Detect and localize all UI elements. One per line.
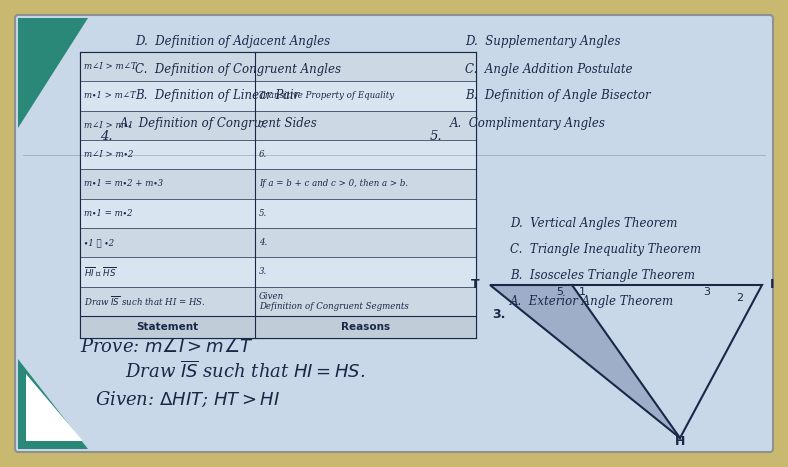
Text: C.  Triangle Inequality Theorem: C. Triangle Inequality Theorem [510, 243, 701, 256]
Text: Prove: $m\angle I > m\angle T$: Prove: $m\angle I > m\angle T$ [80, 338, 254, 356]
FancyBboxPatch shape [80, 170, 476, 198]
Text: D.  Definition of Adjacent Angles: D. Definition of Adjacent Angles [135, 35, 330, 49]
Text: D.  Vertical Angles Theorem: D. Vertical Angles Theorem [510, 217, 678, 230]
Text: 3.: 3. [259, 268, 267, 276]
Text: Draw $\overline{IS}$ such that $HI = HS$.: Draw $\overline{IS}$ such that $HI = HS$… [125, 361, 366, 382]
Text: 6.: 6. [259, 150, 267, 159]
FancyBboxPatch shape [80, 198, 476, 228]
Text: I: I [770, 278, 775, 291]
Polygon shape [18, 359, 88, 449]
Text: $\overline{HI}$ ≅ $\overline{HS}$: $\overline{HI}$ ≅ $\overline{HS}$ [84, 266, 117, 278]
FancyBboxPatch shape [80, 111, 476, 140]
Text: 3: 3 [704, 287, 711, 297]
Text: A.  Complimentary Angles: A. Complimentary Angles [450, 116, 606, 129]
Text: B.  Isosceles Triangle Theorem: B. Isosceles Triangle Theorem [510, 269, 695, 282]
Text: 2: 2 [737, 293, 744, 303]
Text: B.  Definition of Angle Bisector: B. Definition of Angle Bisector [465, 90, 651, 102]
Text: 5.: 5. [259, 209, 267, 218]
FancyBboxPatch shape [80, 52, 476, 81]
Text: C.  Angle Addition Postulate: C. Angle Addition Postulate [465, 63, 633, 76]
Text: H: H [675, 435, 686, 448]
Text: Transitive Property of Equality: Transitive Property of Equality [259, 92, 394, 100]
Text: Reasons: Reasons [341, 322, 390, 332]
Text: m∙1 > m∠T: m∙1 > m∠T [84, 92, 136, 100]
Text: 1: 1 [578, 287, 585, 297]
FancyBboxPatch shape [80, 140, 476, 170]
Text: 5.: 5. [430, 130, 443, 143]
Text: Given: $\Delta HIT$; $HT > HI$: Given: $\Delta HIT$; $HT > HI$ [95, 390, 281, 409]
Text: m∠I > m∙2: m∠I > m∙2 [84, 150, 133, 159]
Text: T: T [471, 278, 480, 291]
Text: C.  Definition of Congruent Angles: C. Definition of Congruent Angles [135, 63, 341, 76]
Text: 4.: 4. [259, 238, 267, 247]
Text: Given
Definition of Congruent Segments: Given Definition of Congruent Segments [259, 291, 409, 311]
Text: m∙1 = m∙2 + m∙3: m∙1 = m∙2 + m∙3 [84, 179, 163, 189]
Polygon shape [490, 285, 680, 438]
Text: A.  Definition of Congruent Sides: A. Definition of Congruent Sides [120, 116, 318, 129]
Text: If a = b + c and c > 0, then a > b.: If a = b + c and c > 0, then a > b. [259, 179, 408, 189]
FancyBboxPatch shape [80, 316, 476, 338]
FancyBboxPatch shape [80, 228, 476, 257]
FancyBboxPatch shape [15, 15, 773, 452]
Text: m∠I > m∙1: m∠I > m∙1 [84, 121, 133, 130]
FancyBboxPatch shape [80, 287, 476, 316]
Text: D.  Supplementary Angles: D. Supplementary Angles [465, 35, 620, 49]
Text: A.  Exterior Angle Theorem: A. Exterior Angle Theorem [510, 295, 674, 308]
Text: m∠I > m∠T: m∠I > m∠T [84, 62, 136, 71]
Text: m∙1 = m∙2: m∙1 = m∙2 [84, 209, 132, 218]
Text: 7.: 7. [259, 121, 267, 130]
FancyBboxPatch shape [80, 81, 476, 111]
Text: Draw $\overline{IS}$ such that HI = HS.: Draw $\overline{IS}$ such that HI = HS. [84, 294, 206, 308]
Text: B.  Definition of Linear Pair: B. Definition of Linear Pair [135, 90, 299, 102]
Polygon shape [18, 18, 88, 128]
Text: 3.: 3. [492, 308, 505, 321]
Text: Statement: Statement [136, 322, 199, 332]
FancyBboxPatch shape [80, 257, 476, 287]
Text: 5: 5 [556, 287, 563, 297]
Text: 4.: 4. [100, 130, 113, 143]
Text: ∙1 ≅ ∙2: ∙1 ≅ ∙2 [84, 238, 114, 247]
FancyBboxPatch shape [80, 52, 476, 338]
Polygon shape [26, 374, 83, 441]
